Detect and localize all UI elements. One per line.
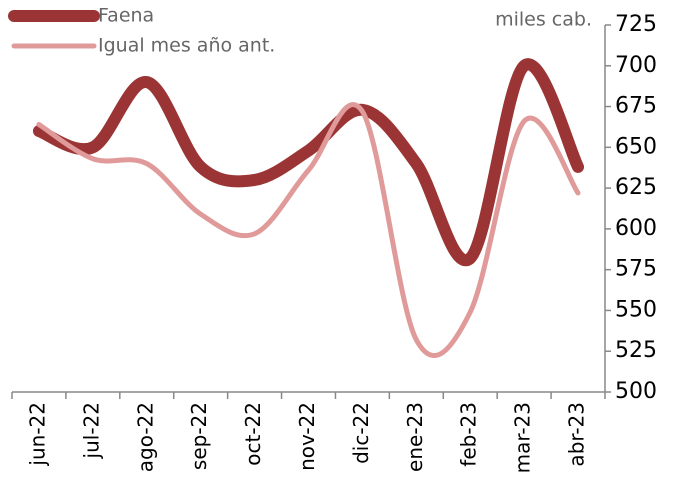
y-tick-label: 500: [615, 379, 657, 404]
x-tick-label: oct-22: [241, 402, 265, 466]
y-tick-label: 650: [615, 134, 657, 159]
y-tick-label: 550: [615, 297, 657, 322]
x-tick-label: abr-23: [565, 402, 589, 467]
x-tick-label: sep-22: [187, 402, 211, 470]
x-tick-label: feb-23: [457, 402, 481, 467]
legend-label: Igual mes año ant.: [98, 35, 275, 57]
series-line: [36, 102, 581, 358]
x-tick-label: dic-22: [349, 402, 373, 464]
x-tick-label: ago-22: [133, 402, 157, 472]
x-tick-label: ene-23: [403, 402, 427, 472]
legend-label: Faena: [98, 5, 154, 27]
y-tick-label: 600: [615, 216, 657, 241]
y-tick-label: 675: [615, 94, 657, 119]
y-tick-label: 625: [615, 175, 657, 200]
unit-label: miles cab.: [495, 9, 592, 31]
x-tick-label: mar-23: [511, 402, 535, 473]
x-tick-label: nov-22: [295, 402, 319, 471]
y-tick-label: 700: [615, 53, 657, 78]
x-tick-label: jun-22: [25, 402, 49, 467]
y-tick-label: 525: [615, 338, 657, 363]
series-line: [32, 58, 585, 267]
x-tick-label: jul-22: [79, 402, 103, 459]
y-tick-label: 725: [615, 12, 657, 37]
y-tick-label: 575: [615, 257, 657, 282]
